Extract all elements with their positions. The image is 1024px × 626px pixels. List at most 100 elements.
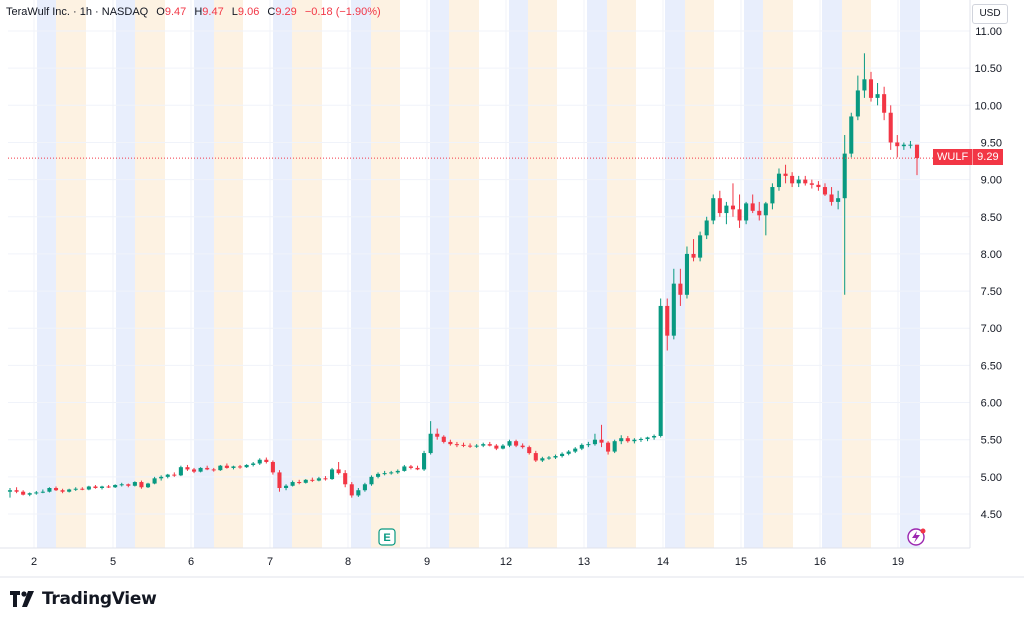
candle-body [671, 283, 676, 336]
candle-body [868, 79, 874, 98]
candle-body [408, 466, 413, 468]
candle-body [836, 198, 841, 202]
candle-body [849, 116, 854, 154]
candle-body [402, 466, 407, 471]
candle-body [592, 439, 597, 445]
postmarket-band [449, 0, 479, 548]
candle-body [553, 456, 558, 458]
candle-body [822, 187, 828, 195]
postmarket-band [685, 0, 714, 548]
candle-body [717, 198, 722, 214]
time-axis-label: 16 [814, 556, 826, 568]
candle-body [579, 444, 584, 449]
postmarket-band [135, 0, 165, 548]
price-axis-label: 8.00 [981, 249, 1002, 261]
open-value: 9.47 [164, 6, 187, 18]
premarket-band [430, 0, 449, 548]
candle-body [606, 442, 611, 452]
premarket-band [822, 0, 842, 548]
high-label: H [194, 6, 203, 18]
candle-body [474, 445, 479, 447]
close-value: 9.29 [275, 6, 297, 18]
candle-body [724, 205, 729, 214]
time-axis-label: 6 [188, 556, 194, 568]
price-axis-label: 10.50 [974, 63, 1002, 75]
candle-body [382, 473, 387, 475]
candle-body [711, 198, 716, 221]
price-axis-label: 5.00 [981, 472, 1002, 484]
candle-body [790, 175, 795, 184]
candle-body [264, 459, 269, 462]
candle-body [730, 205, 736, 210]
candle-body [139, 482, 144, 488]
close-label: C [267, 6, 276, 18]
premarket-band [116, 0, 135, 548]
candle-body [389, 472, 394, 474]
brand-name: TradingView [42, 589, 157, 609]
time-axis-label: 14 [657, 556, 669, 568]
currency-button[interactable]: USD [972, 4, 1008, 24]
candle-body [619, 438, 624, 442]
candle-body [47, 487, 52, 492]
candle-body [855, 90, 860, 117]
candle-body [652, 435, 657, 438]
tradingview-logo-icon [10, 591, 34, 607]
candle-body [901, 144, 906, 147]
premarket-band [665, 0, 685, 548]
candle-body [428, 433, 433, 454]
candle-body [67, 489, 72, 492]
candle-body [546, 457, 551, 459]
tradingview-logo[interactable]: TradingView [10, 589, 157, 609]
candle-body [349, 484, 354, 496]
price-axis-label: 7.00 [981, 323, 1002, 335]
candle-body [73, 488, 78, 490]
candle-body [159, 476, 164, 479]
time-axis-label: 7 [267, 556, 273, 568]
candle-body [908, 144, 913, 146]
candle-body [632, 439, 637, 442]
candle-body [40, 491, 45, 493]
candle-body [507, 441, 512, 446]
candle-body [165, 474, 170, 477]
candle-body [106, 486, 111, 488]
candle-body [612, 441, 617, 452]
candle-body [310, 479, 315, 481]
candle-body [323, 478, 328, 480]
candle-body [126, 484, 131, 486]
candle-body [343, 473, 348, 485]
candle-body [665, 305, 670, 336]
candle-body [684, 253, 690, 295]
candle-body [244, 464, 249, 468]
low-value: 9.06 [237, 6, 260, 18]
candle-body [198, 467, 203, 472]
candle-body [284, 485, 289, 488]
time-axis-label: 13 [578, 556, 590, 568]
candle-body [533, 453, 538, 461]
candle-body [809, 183, 814, 185]
premarket-band [900, 0, 920, 548]
postmarket-band [371, 0, 400, 548]
premarket-band [194, 0, 214, 548]
postmarket-band [528, 0, 557, 548]
candle-body [796, 179, 801, 184]
time-axis-label: 19 [892, 556, 904, 568]
premarket-band [273, 0, 292, 548]
candle-body [132, 482, 137, 486]
candle-body [152, 478, 157, 484]
candle-body [527, 447, 532, 454]
price-axis-label: 10.00 [974, 100, 1002, 112]
candle-body [14, 490, 19, 492]
candle-body [336, 469, 341, 474]
lightning-icon [912, 531, 920, 543]
postmarket-band [763, 0, 793, 548]
candle-body [454, 444, 459, 446]
candle-body [224, 465, 229, 468]
candle-body [316, 478, 321, 481]
price-tag-symbol: WULF [933, 149, 974, 165]
postmarket-band [214, 0, 243, 548]
candle-body [658, 305, 663, 436]
candle-body [750, 203, 755, 211]
postmarket-band [56, 0, 86, 548]
candle-body [178, 467, 183, 476]
